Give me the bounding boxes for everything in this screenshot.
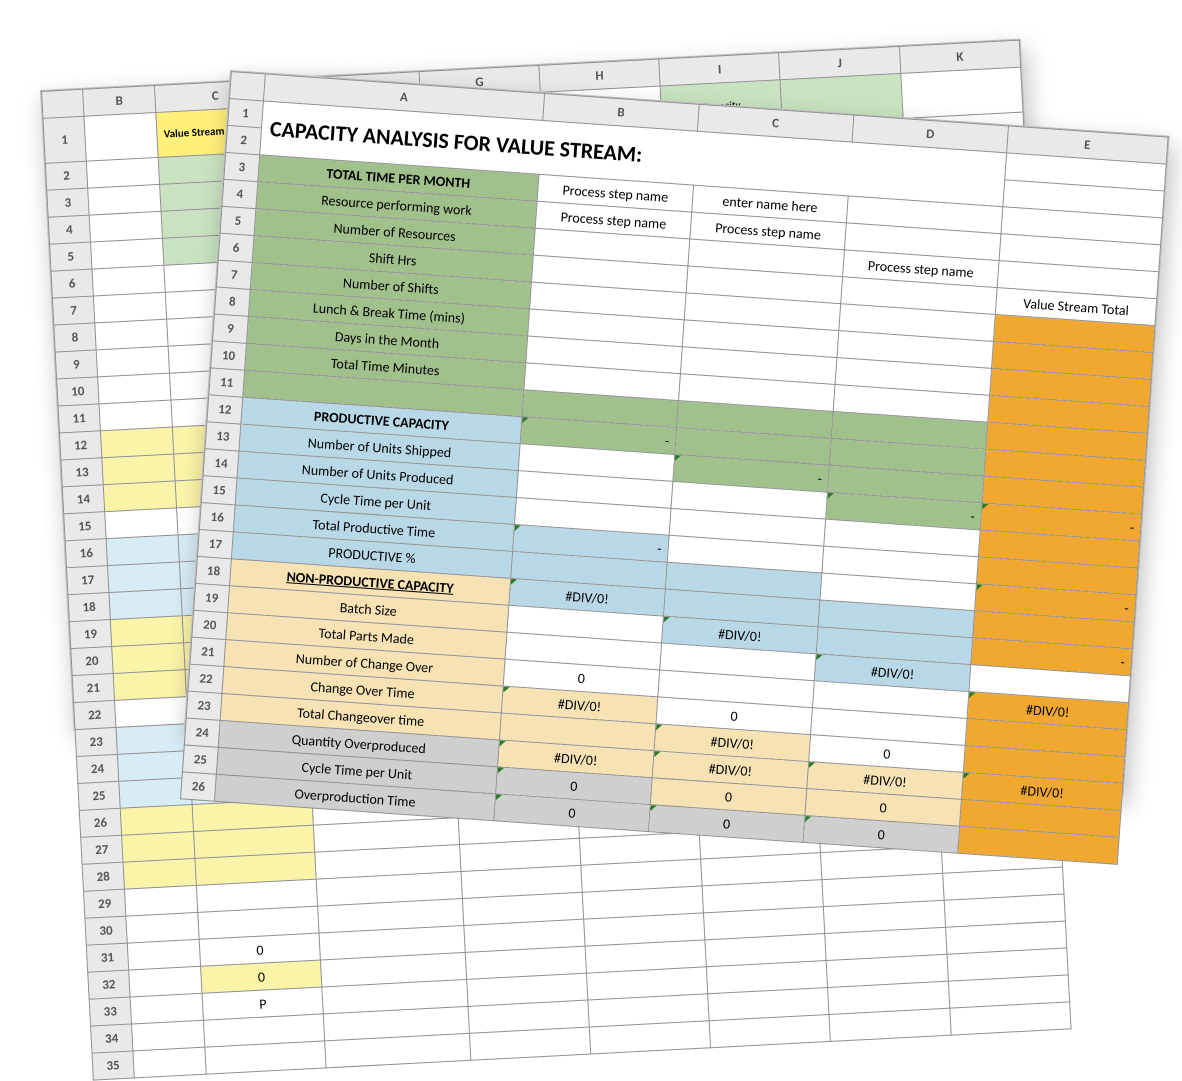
back-col-b: B (82, 86, 155, 117)
front-table: A B C D E 1 CAPACITY ANALYSIS FOR VALUE … (180, 71, 1169, 865)
spreadsheet-front: A B C D E 1 CAPACITY ANALYSIS FOR VALUE … (184, 70, 1170, 796)
front-corner-cell (230, 72, 266, 101)
back-row-1: 1 (43, 116, 86, 163)
back-corner-cell (42, 89, 84, 118)
